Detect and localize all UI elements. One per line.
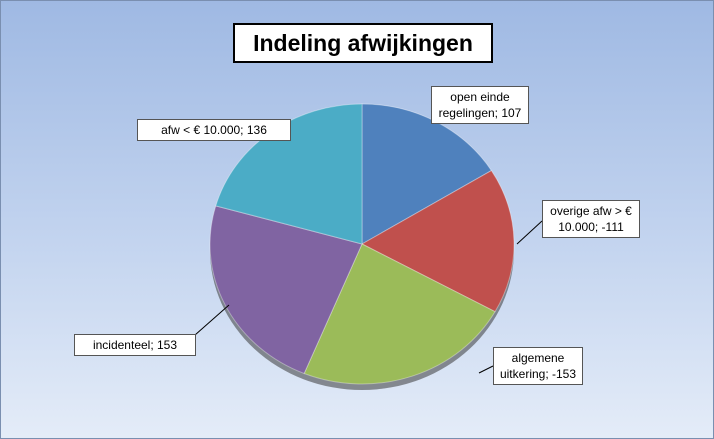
- leader-lines: [194, 220, 543, 374]
- leader-line: [478, 365, 494, 374]
- leader-line: [194, 304, 230, 336]
- data-label: afw < € 10.000; 136: [137, 119, 291, 141]
- pie-slice: [303, 243, 496, 385]
- data-label: incidenteel; 153: [74, 334, 196, 356]
- leader-line: [516, 220, 543, 245]
- slices: [209, 103, 515, 385]
- chart-title: Indeling afwijkingen: [233, 23, 493, 63]
- data-label: open einde regelingen; 107: [431, 86, 529, 124]
- data-label: algemene uitkering; -153: [493, 347, 583, 385]
- pie-slice: [209, 205, 363, 375]
- data-label: overige afw > € 10.000; -111: [542, 200, 640, 238]
- pie-slice: [360, 169, 515, 313]
